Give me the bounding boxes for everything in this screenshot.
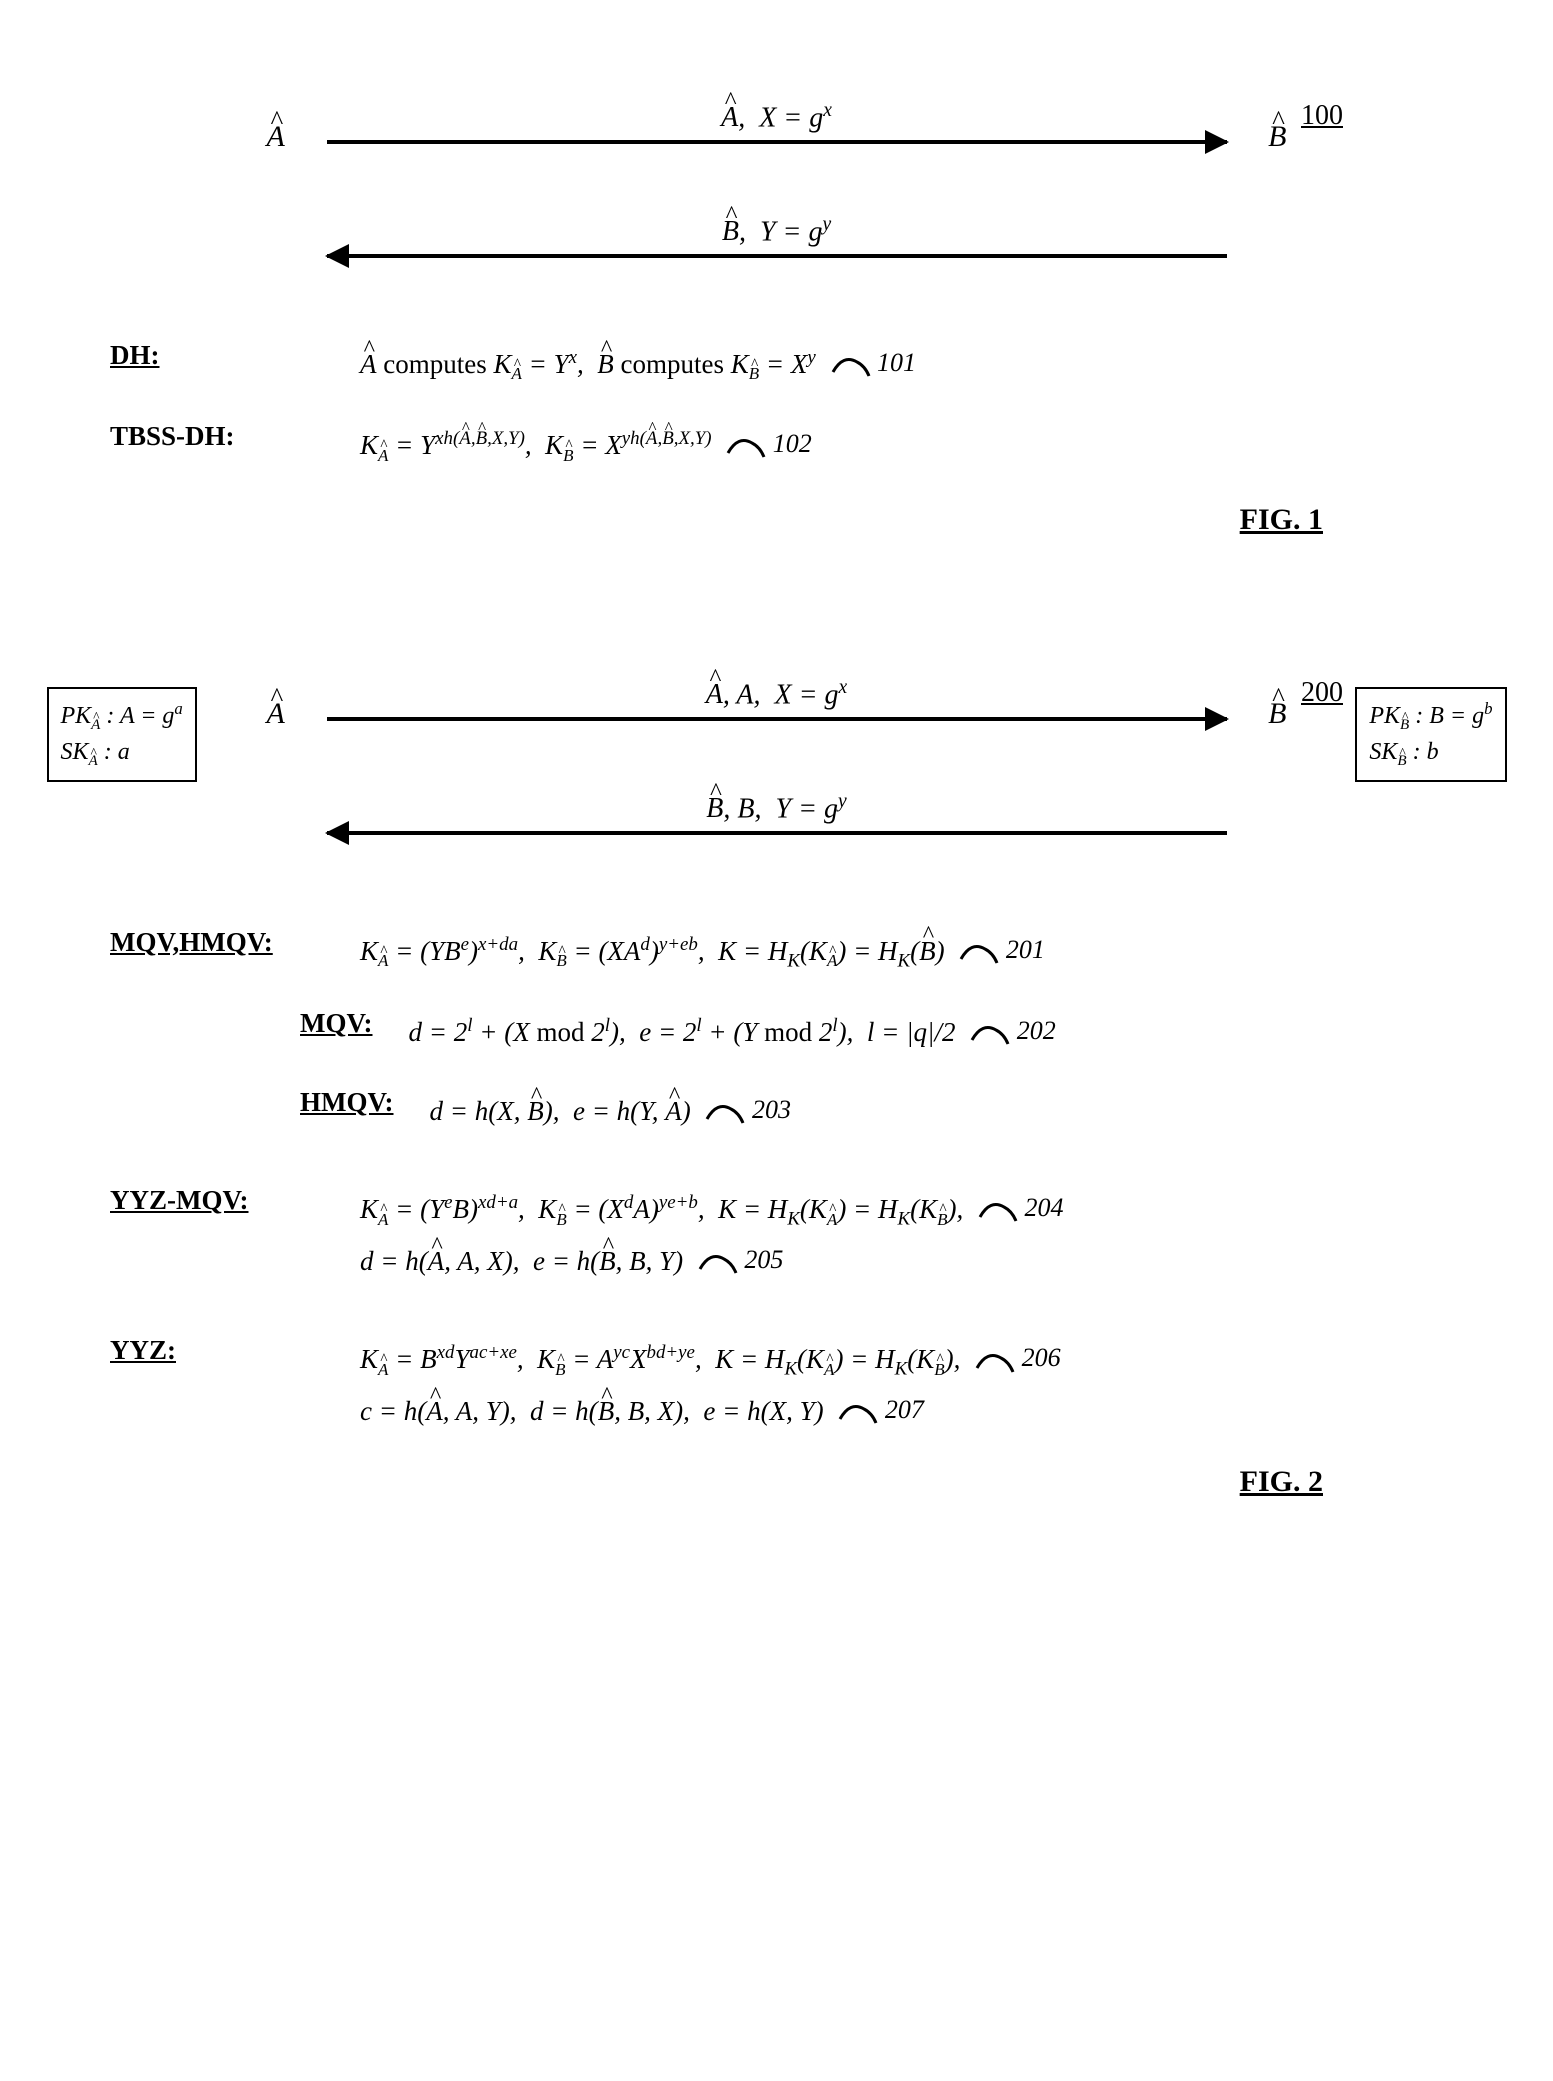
mqvhmqv-label: MQV,HMQV: bbox=[110, 927, 330, 958]
callout-202: 202 bbox=[970, 1008, 1056, 1055]
figure-1: 100 A B A, X = gx B, Y = gy DH: A comput… bbox=[50, 100, 1503, 537]
fig2-caption: FIG. 2 bbox=[50, 1465, 1503, 1499]
fig2-yyzmqv-row: YYZ-MQV: KA = (YeB)xd+a, KB = (XdA)ye+b,… bbox=[110, 1185, 1443, 1285]
arrow-right-icon bbox=[327, 140, 1227, 144]
tbss-body: KA = Yxh(A,B,X,Y), KB = Xyh(A,B,X,Y) 102 bbox=[360, 421, 1443, 472]
yyzmqv-body: KA = (YeB)xd+a, KB = (XdA)ye+b, K = HK(K… bbox=[360, 1185, 1443, 1285]
yyzmqv-label: YYZ-MQV: bbox=[110, 1185, 330, 1216]
yyz-label: YYZ: bbox=[110, 1335, 330, 1366]
fig2-mqv-row: MQV: d = 2l + (X mod 2l), e = 2l + (Y mo… bbox=[300, 1008, 1443, 1057]
fig1-number: 100 bbox=[1301, 100, 1343, 132]
fig1-arrow1-label: A, X = gx bbox=[327, 100, 1227, 134]
fig1-dh-row: DH: A computes KA = Yx, B computes KB = … bbox=[110, 340, 1443, 391]
fig1-caption: FIG. 1 bbox=[50, 503, 1503, 537]
fig1-endpoint-A: A bbox=[267, 120, 285, 154]
fig2-arrow-2: B, B, Y = gy bbox=[327, 791, 1227, 871]
fig1-endpoint-B: B bbox=[1268, 120, 1286, 154]
fig2-hmqv-row: HMQV: d = h(X, B), e = h(Y, A) 203 bbox=[300, 1087, 1443, 1136]
fig2-mqvhmqv-row: MQV,HMQV: KA = (YBe)x+da, KB = (XAd)y+eb… bbox=[110, 927, 1443, 978]
hmqv-body: d = h(X, B), e = h(Y, A) 203 bbox=[430, 1087, 1444, 1136]
fig2-box-A: PKA : A = ga SKA : a bbox=[47, 687, 197, 782]
mqv-label: MQV: bbox=[300, 1008, 379, 1039]
fig2-arrow2-label: B, B, Y = gy bbox=[327, 791, 1227, 825]
arrow-left-icon bbox=[327, 254, 1227, 258]
yyz-body: KA = BxdYac+xe, KB = AycXbd+ye, K = HK(K… bbox=[360, 1335, 1443, 1435]
fig1-arrow-2: B, Y = gy bbox=[327, 214, 1227, 294]
dh-label: DH: bbox=[110, 340, 330, 371]
callout-206: 206 bbox=[975, 1335, 1061, 1382]
callout-203: 203 bbox=[705, 1087, 791, 1134]
dh-body: A computes KA = Yx, B computes KB = Xy 1… bbox=[360, 340, 1443, 391]
callout-101: 101 bbox=[831, 340, 917, 387]
fig1-tbss-row: TBSS-DH: KA = Yxh(A,B,X,Y), KB = Xyh(A,B… bbox=[110, 421, 1443, 472]
fig2-arrow1-label: A, A, X = gx bbox=[327, 677, 1227, 711]
fig2-exchange: PKA : A = ga SKA : a PKB : B = gb SKB : … bbox=[327, 677, 1227, 887]
fig2-endpoint-B: B bbox=[1268, 697, 1286, 731]
callout-102: 102 bbox=[726, 421, 812, 468]
callout-207: 207 bbox=[838, 1387, 924, 1434]
arrow-left-icon bbox=[327, 831, 1227, 835]
fig2-number: 200 bbox=[1301, 677, 1343, 709]
figure-2: 200 PKA : A = ga SKA : a PKB : B = gb SK… bbox=[50, 677, 1503, 1500]
callout-201: 201 bbox=[959, 927, 1045, 974]
fig1-exchange: A B A, X = gx B, Y = gy bbox=[327, 100, 1227, 300]
mqvhmqv-body: KA = (YBe)x+da, KB = (XAd)y+eb, K = HK(K… bbox=[360, 927, 1443, 978]
callout-205: 205 bbox=[698, 1237, 784, 1284]
tbss-label: TBSS-DH: bbox=[110, 421, 330, 452]
fig2-endpoint-A: A bbox=[267, 697, 285, 731]
arrow-right-icon bbox=[327, 717, 1227, 721]
fig2-arrow-1: A, A, X = gx bbox=[327, 677, 1227, 757]
mqv-body: d = 2l + (X mod 2l), e = 2l + (Y mod 2l)… bbox=[409, 1008, 1444, 1057]
callout-204: 204 bbox=[978, 1185, 1064, 1232]
fig2-yyz-row: YYZ: KA = BxdYac+xe, KB = AycXbd+ye, K =… bbox=[110, 1335, 1443, 1435]
fig2-box-B: PKB : B = gb SKB : b bbox=[1355, 687, 1506, 782]
hmqv-label: HMQV: bbox=[300, 1087, 400, 1118]
fig1-arrow2-label: B, Y = gy bbox=[327, 214, 1227, 248]
fig1-arrow-1: A, X = gx bbox=[327, 100, 1227, 180]
